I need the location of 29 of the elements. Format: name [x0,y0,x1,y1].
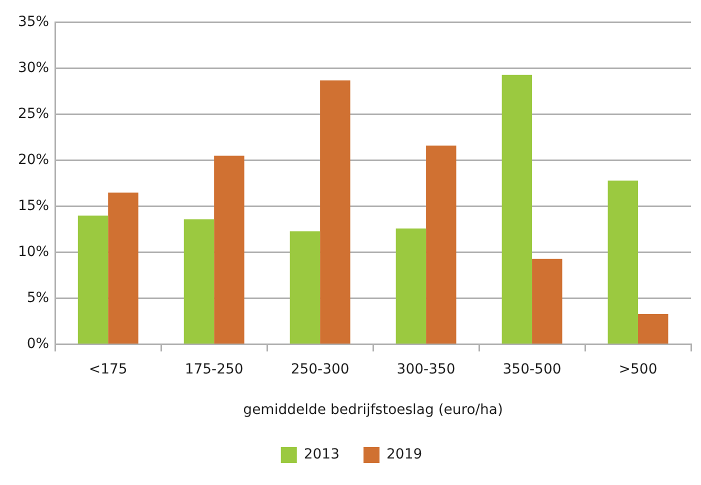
legend-label: 2013 [304,446,340,463]
legend-label: 2019 [386,446,422,463]
bar [396,228,426,344]
bar [638,314,668,344]
x-tick-label: 250-300 [290,361,350,378]
bar [608,180,638,344]
y-tick-label: 5% [26,290,50,306]
bar [532,258,562,344]
bar [214,156,244,344]
y-tick-label: 0% [26,336,50,352]
y-tick-label: 20% [18,152,50,168]
bar [426,146,456,344]
bar [290,231,320,344]
bar [502,74,532,344]
bar [320,80,350,344]
x-tick-label: 175-250 [184,361,244,378]
x-tick-label: <175 [88,361,128,378]
x-axis-title: gemiddelde bedrijfstoeslag (euro/ha) [243,402,503,418]
bar [108,192,138,344]
y-tick-label: 10% [18,244,50,260]
y-tick-label: 35% [18,14,50,30]
y-tick-label: 15% [18,198,50,214]
bar [184,219,214,344]
x-tick-label: 350-500 [502,361,562,378]
y-tick-label: 30% [18,60,50,76]
x-tick-label: >500 [618,361,658,378]
bar [78,216,108,344]
y-tick-label: 25% [18,106,50,122]
x-tick-label: 300-350 [396,361,456,378]
